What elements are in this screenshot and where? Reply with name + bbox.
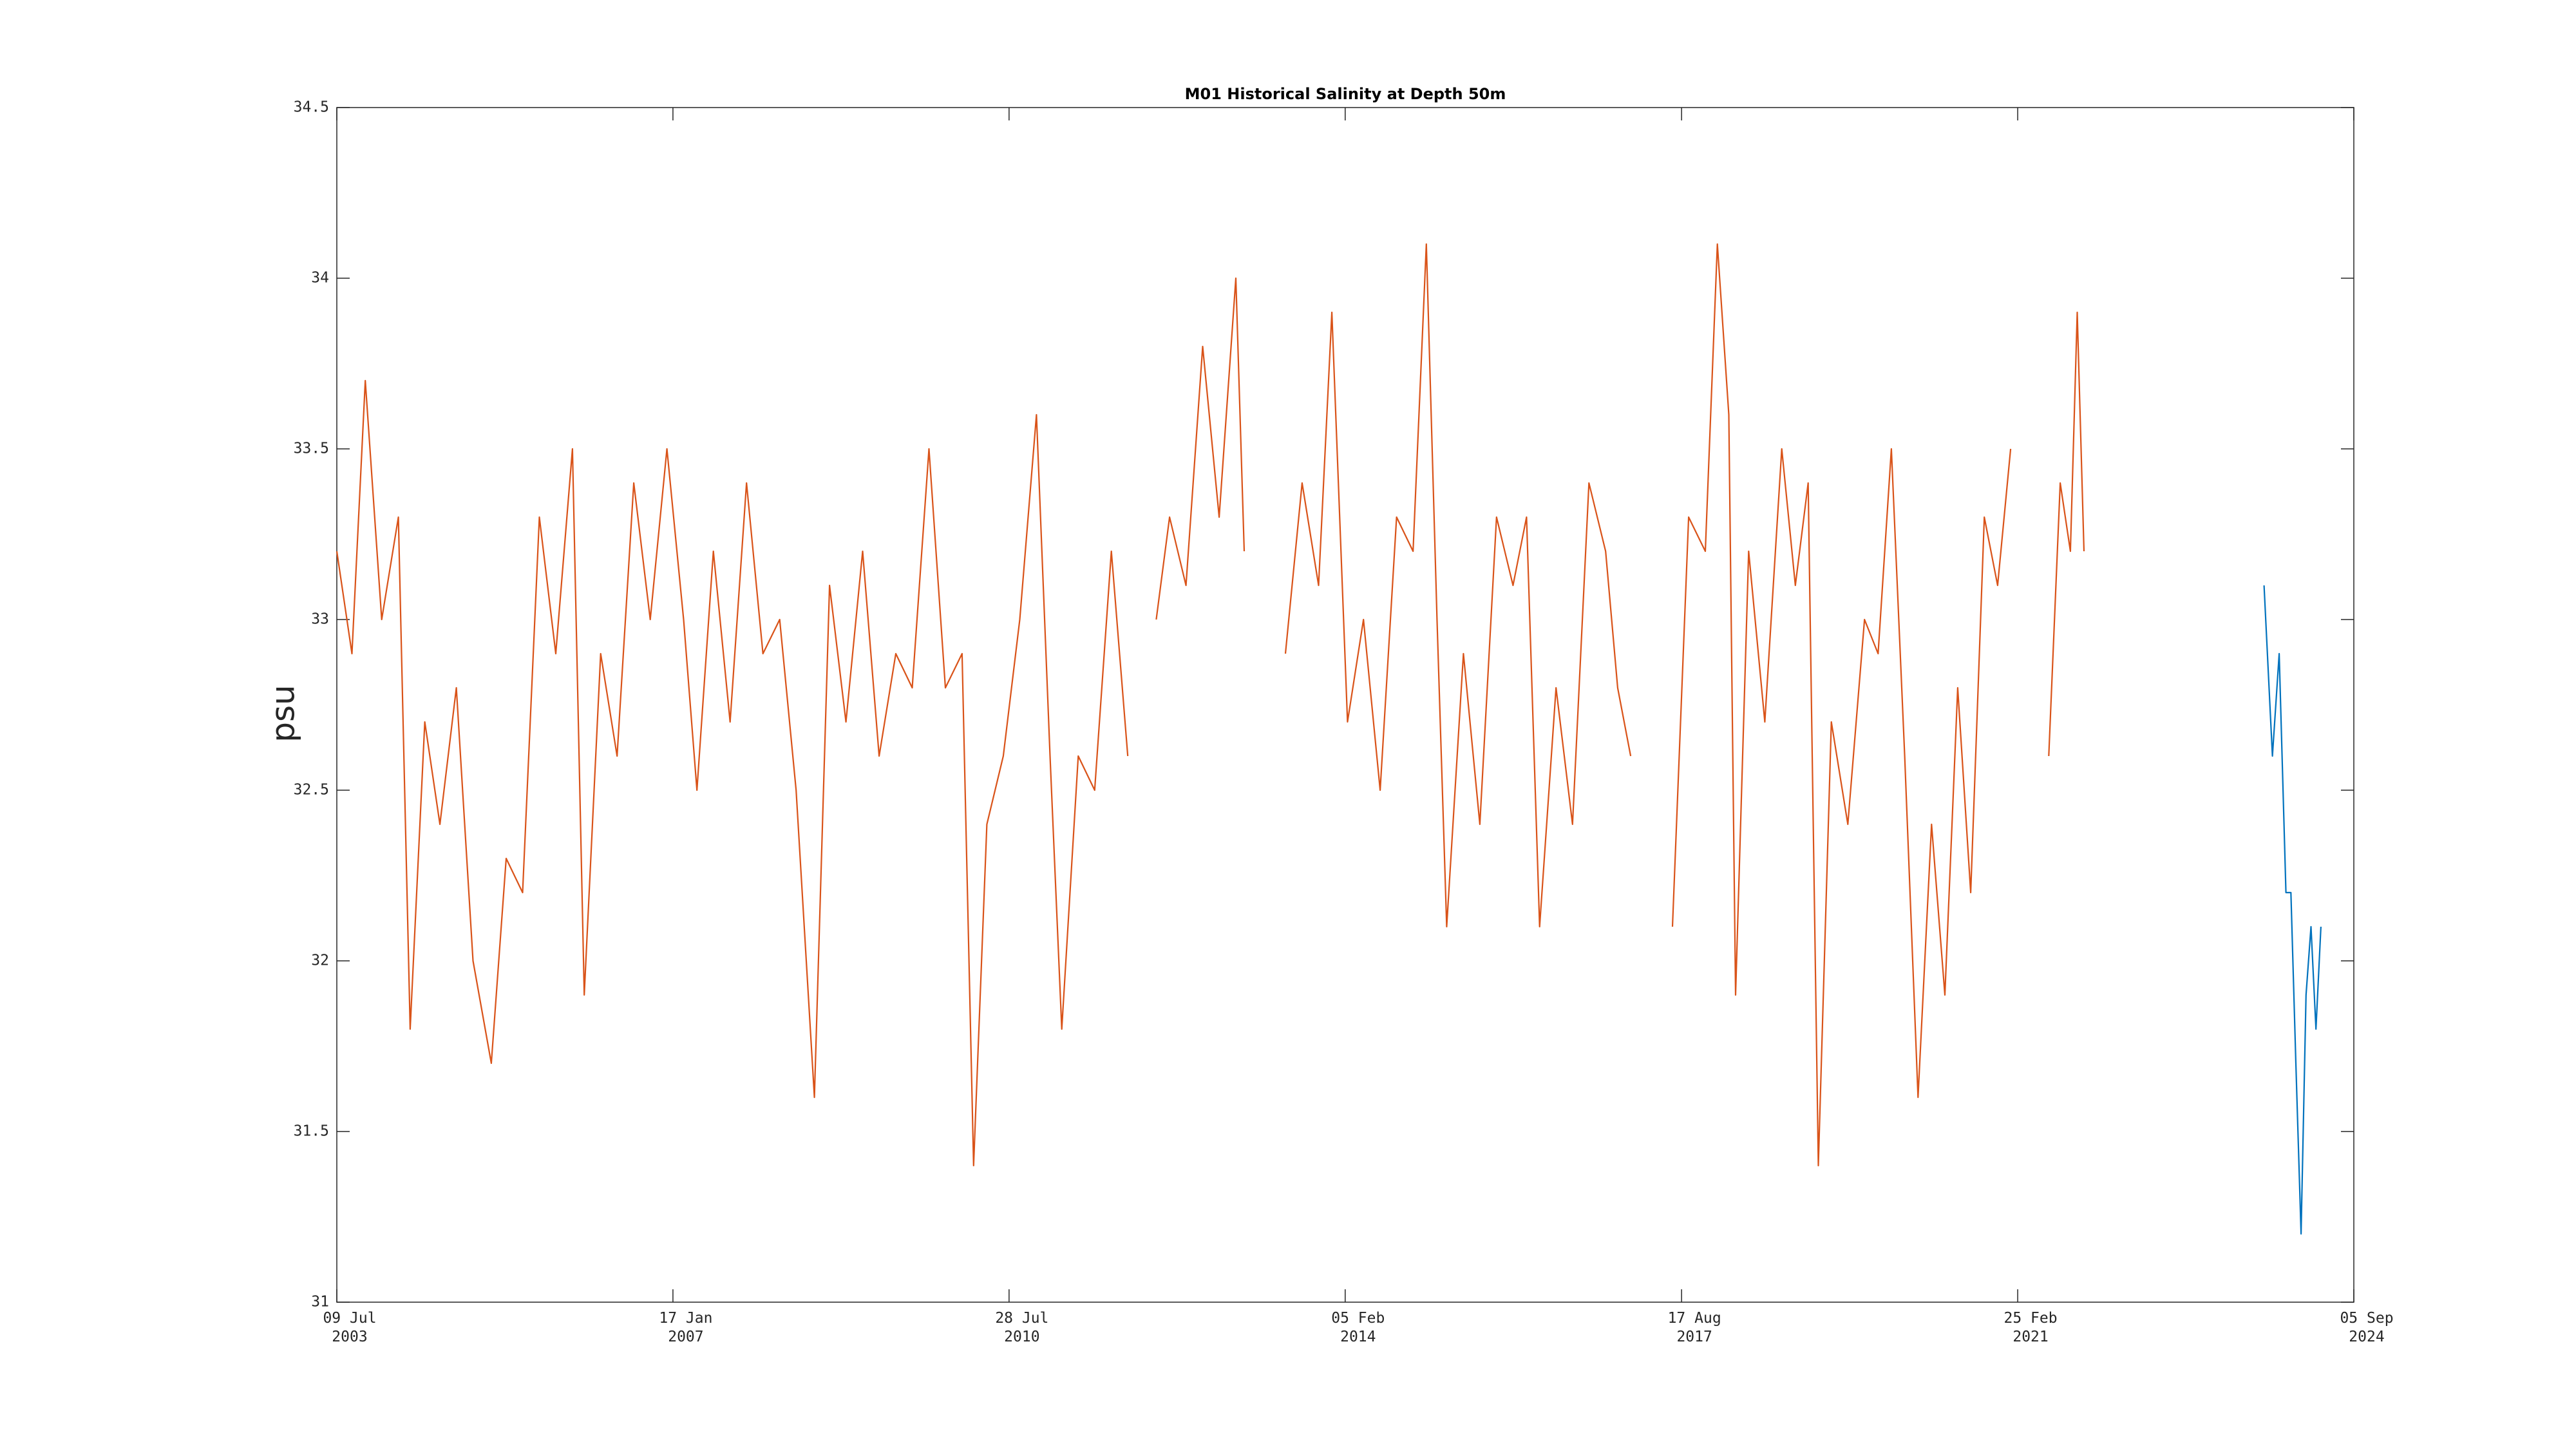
y-axis-label: psu [265,685,302,742]
x-tick-label: 09 Jul 2003 [323,1310,376,1345]
x-tick-label: 05 Sep 2024 [2340,1310,2393,1345]
x-tick-label: 28 Jul 2010 [995,1310,1048,1345]
x-tick-label: 17 Jan 2007 [659,1310,712,1345]
plot-frame [336,107,2354,1303]
series-line [336,243,2085,1167]
x-tick-label: 05 Feb 2014 [1331,1310,1385,1345]
y-tick-label: 32 [311,952,329,969]
x-tick-label: 17 Aug 2017 [1668,1310,1721,1345]
y-tick-label: 32.5 [294,782,329,799]
y-tick-label: 33 [311,611,329,628]
chart-title: M01 Historical Salinity at Depth 50m [1185,85,1506,103]
y-tick-label: 34.5 [294,99,329,116]
y-tick-label: 34 [311,270,329,287]
y-tick-label: 33.5 [294,440,329,457]
y-tick-label: 31 [311,1294,329,1311]
y-tick-label: 31.5 [294,1123,329,1140]
series-line [2263,585,2322,1235]
x-tick-label: 25 Feb 2021 [2004,1310,2058,1345]
